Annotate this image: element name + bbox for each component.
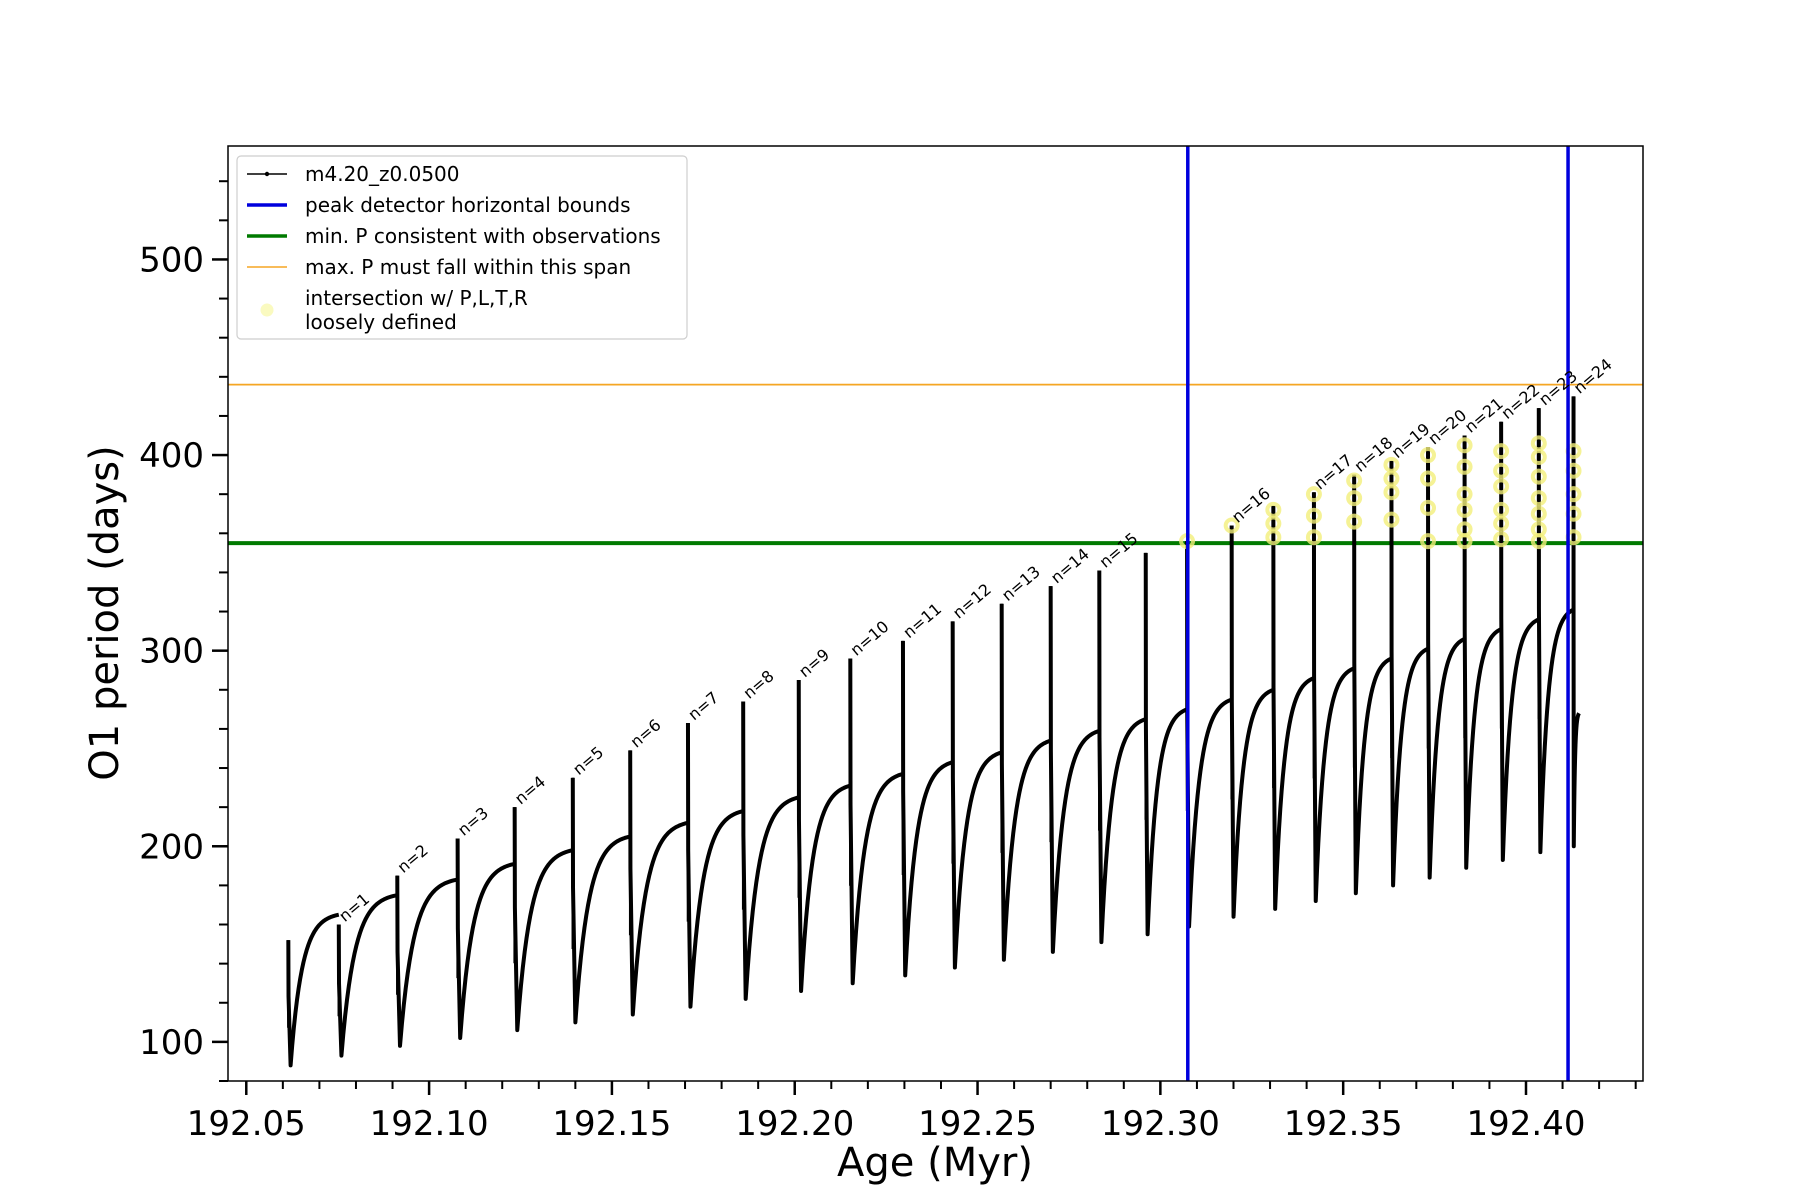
x-axis-title: Age (Myr) xyxy=(837,1140,1033,1186)
intersection-marker xyxy=(1346,472,1363,489)
intersection-marker xyxy=(1456,533,1473,550)
series-cycle xyxy=(1311,492,1355,904)
intersection-marker xyxy=(1530,468,1547,485)
series-cycle xyxy=(1048,586,1100,954)
series-cycle xyxy=(1462,435,1502,870)
series-cycle xyxy=(1185,541,1233,929)
y-tick-label: 300 xyxy=(139,632,204,672)
series-cycle xyxy=(1229,525,1275,919)
series-cycle xyxy=(336,893,398,1058)
series-cycle xyxy=(1352,474,1393,896)
intersection-marker xyxy=(1346,490,1363,507)
series-cycle xyxy=(900,640,954,978)
series-cycle xyxy=(796,680,851,994)
intersection-marker xyxy=(1420,447,1437,464)
intersection-marker xyxy=(1530,533,1547,550)
y-tick-label: 500 xyxy=(139,240,204,280)
intersection-marker xyxy=(1493,531,1510,548)
legend-label: max. P must fall within this span xyxy=(305,255,631,279)
intersection-marker xyxy=(1265,529,1282,546)
intersection-marker xyxy=(1305,486,1322,503)
x-tick-label: 192.20 xyxy=(735,1104,854,1144)
x-tick-label: 192.15 xyxy=(552,1104,671,1144)
intersection-marker xyxy=(1456,458,1473,475)
x-tick-label: 192.05 xyxy=(187,1104,306,1144)
legend-box xyxy=(236,155,688,340)
intersection-marker xyxy=(1530,505,1547,522)
series-cycle xyxy=(570,777,631,1025)
series-cycle xyxy=(950,621,1003,970)
series-cycle xyxy=(1097,570,1147,945)
axes: 192.05 192.10 192.15 192.20 192.25 192.30 192.… xyxy=(139,180,1637,1144)
x-tick-label: 192.35 xyxy=(1284,1104,1403,1144)
x-tick-label: 192.40 xyxy=(1467,1104,1586,1144)
legend-label: peak detector horizontal bounds xyxy=(305,193,631,217)
series-cycle xyxy=(455,838,516,1040)
x-tick-label: 192.25 xyxy=(918,1104,1037,1144)
intersection-markers xyxy=(1179,435,1582,550)
x-tick-label: 192.30 xyxy=(1101,1104,1220,1144)
y-tick-label: 100 xyxy=(139,1023,204,1063)
intersection-marker xyxy=(1493,443,1510,460)
intersection-marker xyxy=(1493,462,1510,479)
intersection-marker xyxy=(1305,507,1322,524)
plot-frame xyxy=(227,145,1644,1082)
intersection-marker xyxy=(1530,490,1547,507)
series-cycle xyxy=(628,750,689,1017)
series-m4-20-z0-0500 xyxy=(286,396,1581,1068)
x-tick-label: 192.10 xyxy=(370,1104,489,1144)
legend-label: min. P consistent with observations xyxy=(305,224,661,248)
peak-bound-lines xyxy=(1186,146,1570,1081)
series-cycle xyxy=(1571,396,1581,849)
legend-handle-circle xyxy=(260,303,274,317)
intersection-marker xyxy=(1420,499,1437,516)
legend-label: intersection w/ P,L,T,R loosely defined xyxy=(305,286,528,334)
intersection-marker xyxy=(1456,486,1473,503)
y-tick-label: 200 xyxy=(139,827,204,867)
intersection-marker xyxy=(1456,501,1473,518)
y-tick-label: 400 xyxy=(139,436,204,476)
intersection-marker xyxy=(1346,513,1363,530)
intersection-marker xyxy=(1493,515,1510,532)
intersection-marker xyxy=(1420,470,1437,487)
series-cycle xyxy=(741,701,800,1001)
intersection-marker xyxy=(1383,484,1400,501)
series-cycle xyxy=(1143,552,1188,937)
y-axis-title: O1 period (days) xyxy=(82,445,128,780)
reference-lines xyxy=(228,383,1643,546)
series-cycle xyxy=(1389,460,1429,888)
intersection-marker xyxy=(1530,449,1547,466)
series-cycle xyxy=(999,603,1052,962)
intersection-marker xyxy=(1456,437,1473,454)
series-cycle xyxy=(685,723,744,1009)
series-cycle xyxy=(512,807,574,1033)
series-cycle xyxy=(1426,447,1466,880)
legend-handle-marker xyxy=(264,171,270,177)
series-cycle xyxy=(1499,421,1540,862)
intersection-marker xyxy=(1305,529,1322,546)
series-cycle xyxy=(848,658,904,986)
series-cycle xyxy=(395,875,459,1048)
legend-label: m4.20_z0.0500 xyxy=(305,162,460,186)
series-cycle xyxy=(286,912,340,1068)
intersection-marker xyxy=(1223,517,1240,534)
intersection-marker xyxy=(1383,511,1400,528)
series-cycle xyxy=(1271,505,1315,911)
intersection-marker xyxy=(1420,533,1437,550)
intersection-marker xyxy=(1493,478,1510,495)
